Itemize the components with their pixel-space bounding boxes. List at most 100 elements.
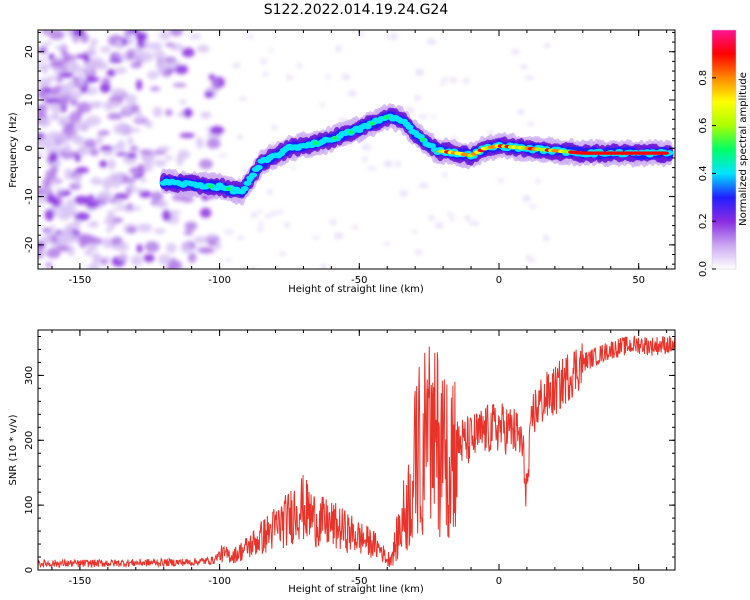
noise-blob (45, 193, 56, 204)
noise-blob (165, 108, 173, 117)
noise-blob (389, 33, 399, 41)
noise-blob (139, 190, 152, 198)
noise-blob (57, 116, 65, 122)
noise-blob (325, 74, 331, 80)
noise-blob (49, 234, 59, 242)
ridge-spot (347, 129, 354, 134)
noise-blob (174, 64, 189, 75)
ridge-spot (246, 178, 253, 183)
noise-blob (62, 52, 71, 63)
ridge-spot (267, 156, 274, 161)
noise-blob (42, 177, 51, 190)
noise-blob (130, 255, 143, 267)
noise-blob (117, 241, 129, 252)
noise-blob (206, 138, 221, 149)
noise-blob (527, 121, 535, 126)
noise-blob (181, 47, 195, 58)
noise-blob (58, 90, 66, 97)
noise-blob (225, 258, 232, 262)
noise-blob (115, 171, 123, 184)
noise-blob (45, 262, 53, 268)
noise-blob (153, 228, 166, 234)
noise-blob (57, 209, 72, 221)
noise-blob (65, 198, 75, 204)
noise-blob (218, 153, 228, 157)
noise-blob (75, 54, 89, 59)
noise-blob (126, 48, 135, 61)
noise-blob (126, 206, 143, 211)
noise-blob (152, 106, 163, 118)
x-tick-label: -100 (208, 275, 231, 286)
noise-blob (351, 225, 359, 230)
ridge-band (159, 103, 674, 206)
noise-blob (101, 150, 115, 156)
colorbar-label: Normalized spectral amplitude (738, 72, 749, 226)
noise-blob (38, 116, 51, 128)
noise-blob (129, 145, 139, 152)
noise-blob (99, 145, 114, 152)
noise-blob (88, 101, 104, 108)
noise-blob (109, 161, 116, 167)
noise-blob (70, 98, 79, 107)
y-tick-label: 10 (24, 94, 35, 107)
noise-blob (465, 214, 471, 222)
noise-blob (103, 101, 114, 111)
colorbar-tick-label: 0.2 (698, 213, 709, 229)
noise-blob (48, 225, 56, 231)
noise-blob (149, 42, 163, 51)
noise-blob (87, 76, 100, 83)
snr-xlabel: Height of straight line (km) (288, 584, 424, 595)
noise-blob (63, 123, 73, 128)
noise-blob (238, 96, 247, 101)
noise-blob (208, 233, 216, 239)
noise-blob (64, 168, 73, 180)
spectrogram-frame (37, 29, 676, 270)
snr-ticks: -150 -100 -50 0 50 0 100 200 300 (24, 330, 675, 587)
noise-blob (126, 226, 137, 234)
noise-blob (127, 30, 140, 34)
noise-blob (51, 165, 58, 174)
noise-blob (130, 62, 142, 69)
noise-blob (428, 215, 435, 221)
noise-blob (498, 178, 505, 183)
ridge-spot (225, 186, 232, 191)
noise-blob (62, 125, 75, 136)
figure-title: S122.2022.014.19.24.G24 (264, 2, 449, 18)
noise-blob (486, 130, 495, 135)
noise-blob (165, 42, 175, 47)
noise-blob (172, 82, 187, 88)
colorbar-tick-label: 0.6 (698, 118, 709, 134)
noise-blob (143, 41, 151, 50)
noise-blob (48, 53, 55, 61)
noise-blob (126, 128, 141, 133)
noise-blob (123, 178, 137, 184)
noise-blob (117, 139, 126, 151)
noise-blob (116, 39, 123, 51)
x-tick-label: -150 (69, 576, 92, 587)
noise-blob (154, 159, 167, 167)
noise-blob (265, 213, 272, 219)
noise-blob (258, 209, 263, 214)
ridge-spot (405, 124, 412, 129)
noise-blob (51, 60, 68, 66)
noise-blob (113, 123, 129, 135)
ridge-spot (290, 145, 297, 150)
snr-series-line (38, 335, 675, 570)
ridge-spot (207, 184, 214, 189)
noise-blob (149, 86, 161, 92)
noise-blob (54, 68, 65, 74)
noise-blob (87, 262, 101, 269)
noise-blob (278, 209, 284, 215)
noise-blob (260, 58, 267, 65)
noise-blob (291, 165, 296, 171)
noise-blob (158, 254, 171, 266)
noise-blob (204, 91, 214, 99)
noise-blob (44, 40, 53, 46)
noise-blob (257, 227, 264, 233)
noise-blob (90, 38, 98, 47)
noise-blob (150, 191, 164, 201)
y-tick-label: 100 (24, 496, 35, 515)
noise-blob (38, 105, 42, 112)
noise-blob (434, 222, 444, 229)
